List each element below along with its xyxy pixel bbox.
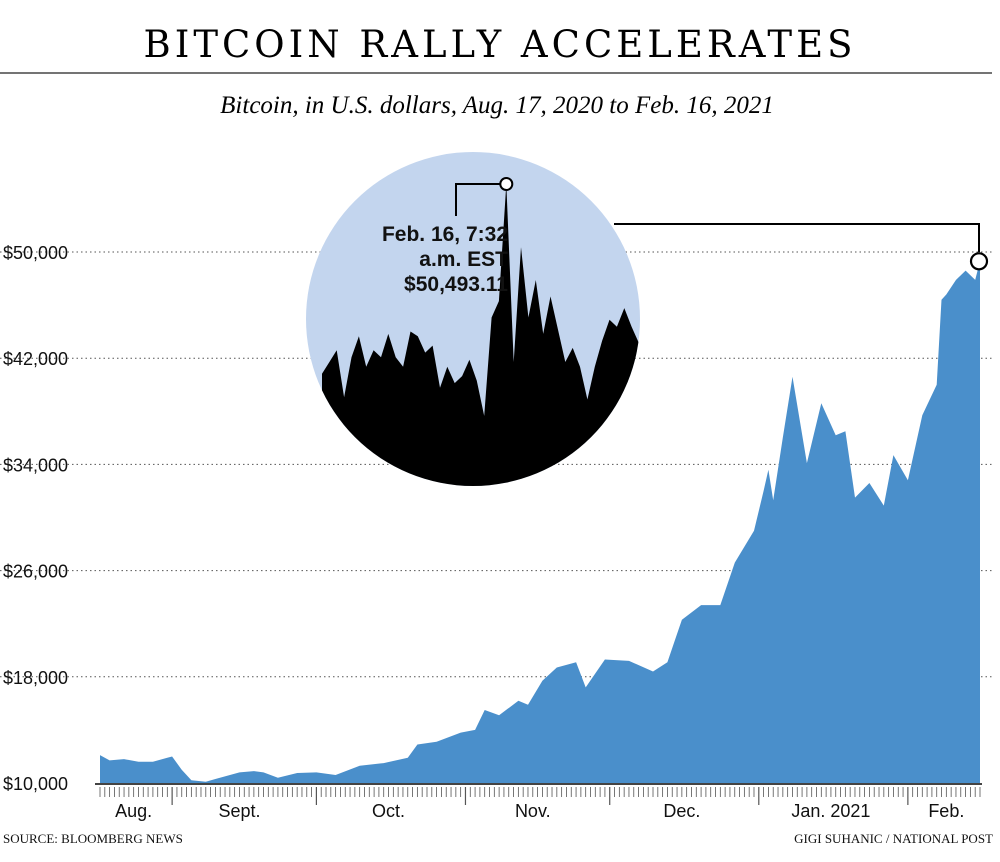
peak-annotation: Feb. 16, 7:32	[382, 223, 508, 246]
x-tick-label: Jan. 2021	[791, 801, 870, 821]
peak-annotation: a.m. EST	[419, 248, 508, 271]
x-tick-label: Sept.	[218, 801, 260, 821]
inset-intraday-area	[322, 184, 639, 486]
x-tick-label: Aug.	[115, 801, 152, 821]
inset-callout-line	[455, 183, 501, 216]
credit-note: GIGI SUHANIC / NATIONAL POST	[794, 831, 993, 846]
x-tick-label: Feb.	[928, 801, 964, 821]
connector-line	[614, 223, 980, 253]
inset-peak-marker	[499, 177, 514, 191]
source-note: SOURCE: BLOOMBERG NEWS	[3, 831, 183, 846]
y-tick-label: $10,000	[3, 774, 68, 794]
x-tick-label: Dec.	[663, 801, 700, 821]
y-tick-label: $50,000	[3, 243, 68, 263]
y-tick-label: $34,000	[3, 455, 68, 475]
price-area	[100, 261, 980, 783]
x-tick-label: Oct.	[372, 801, 405, 821]
chart-subtitle: Bitcoin, in U.S. dollars, Aug. 17, 2020 …	[220, 92, 774, 119]
y-tick-label: $26,000	[3, 562, 68, 582]
peak-annotation: $50,493.11	[404, 273, 508, 296]
y-tick-label: $42,000	[3, 349, 68, 369]
y-tick-label: $18,000	[3, 668, 68, 688]
end-point-marker	[969, 252, 989, 271]
x-tick-label: Nov.	[515, 801, 551, 821]
chart-title: BITCOIN RALLY ACCELERATES	[144, 23, 857, 66]
